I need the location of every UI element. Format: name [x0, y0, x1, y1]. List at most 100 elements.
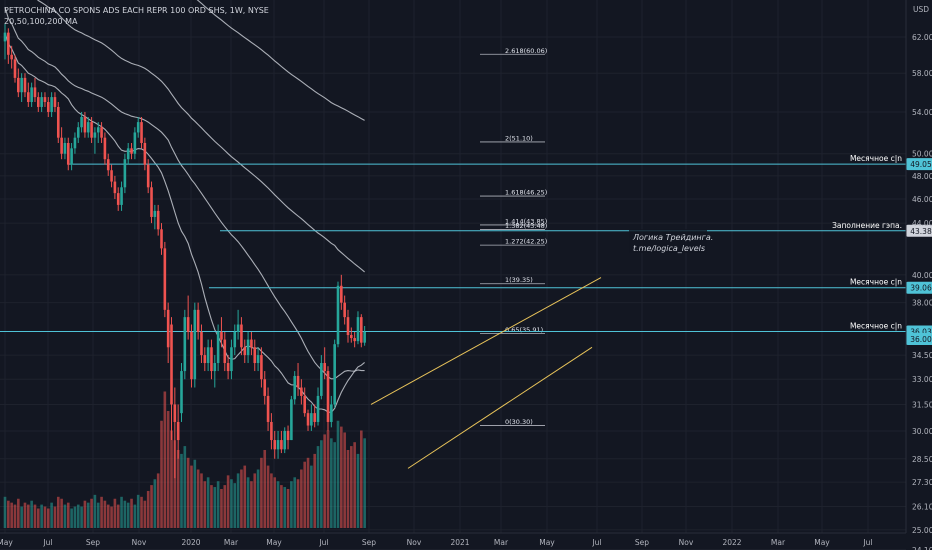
- channel-upper-line[interactable]: [370, 277, 602, 405]
- time-tick-label: Jul: [591, 538, 601, 547]
- candle-body: [363, 332, 366, 343]
- volume-bars: [3, 391, 366, 528]
- price-line-tag-text: 49.05: [910, 160, 932, 169]
- candle-body: [320, 363, 323, 396]
- volume-bar: [160, 420, 163, 528]
- volume-bar: [316, 446, 320, 528]
- candle-body: [113, 181, 117, 194]
- fibonacci-levels: 2.618(60.06) 2(51.10) 1.618(46.25) 1.414(43…: [480, 47, 547, 426]
- volume-bar: [7, 500, 10, 528]
- volume-bar: [216, 481, 220, 528]
- price-tick-label: 62.00: [912, 33, 932, 42]
- volume-bar: [210, 485, 213, 528]
- volume-bar: [256, 469, 260, 528]
- time-tick-label: May: [266, 538, 282, 547]
- fib-level-label: 0.65(35.91): [505, 326, 543, 334]
- candle-body: [353, 338, 356, 342]
- volume-bar: [340, 426, 343, 528]
- currency-label: USD: [913, 5, 929, 14]
- time-tick-label: Sep: [86, 538, 100, 547]
- volume-bar: [103, 500, 107, 528]
- last-price-text: 36.00: [910, 335, 932, 344]
- candle-body: [200, 332, 203, 356]
- volume-bar: [186, 457, 190, 528]
- candle-body: [163, 248, 167, 310]
- volume-bar: [53, 506, 57, 528]
- candle-body: [83, 117, 87, 133]
- volume-bar: [23, 502, 27, 528]
- candle-body: [250, 339, 253, 348]
- volume-bar: [230, 479, 233, 528]
- candle-body: [310, 413, 313, 426]
- volume-bar: [253, 473, 257, 528]
- time-tick-label: Sep: [635, 538, 649, 547]
- candle-body: [360, 317, 363, 343]
- channel-lower-line[interactable]: [407, 346, 593, 469]
- volume-bar: [356, 453, 360, 528]
- candle-body: [220, 332, 223, 340]
- volume-bar: [273, 477, 277, 528]
- volume-bar: [116, 504, 120, 528]
- volume-bar: [270, 473, 273, 528]
- annotation-note[interactable]: Логика Трейдинга. t.me/logica_levels: [629, 229, 713, 253]
- candle-body: [266, 395, 270, 422]
- candle-body: [293, 375, 297, 400]
- volume-bar: [336, 420, 340, 528]
- candle-body: [166, 309, 170, 348]
- candle-body: [140, 122, 143, 143]
- candle-body: [173, 404, 177, 422]
- price-tick-label: 24.10: [912, 546, 932, 550]
- candle-body: [253, 347, 257, 364]
- volume-bar: [140, 496, 143, 528]
- volume-bar: [310, 465, 313, 528]
- volume-bar: [263, 450, 267, 528]
- time-axis[interactable]: May Jul Sep Nov 2020 Mar May Jul Sep Nov 2021 Mar Ma…: [0, 532, 906, 547]
- volume-bar: [3, 496, 7, 528]
- volume-bar: [283, 487, 287, 528]
- fib-level-label: 1.618(46.25): [505, 189, 547, 197]
- volume-bar: [20, 506, 23, 528]
- volume-bar: [333, 442, 336, 528]
- volume-bar: [83, 500, 87, 528]
- volume-bar: [190, 465, 193, 528]
- candle-body: [280, 440, 283, 450]
- volume-bar: [293, 477, 297, 528]
- candle-body: [336, 285, 340, 345]
- candle-body: [126, 148, 130, 160]
- price-axis[interactable]: 62.00 58.00 54.00 50.00 48.00 46.00 44.00 40.00…: [905, 0, 932, 550]
- volume-bar: [166, 411, 170, 528]
- price-line-label: Месячное с|n: [850, 322, 902, 331]
- grid: [0, 0, 906, 550]
- candle-body: [120, 187, 123, 205]
- time-tick-label: Jul: [862, 538, 872, 547]
- volume-bar: [13, 504, 17, 528]
- price-line-label: Месячное с|n: [850, 154, 902, 163]
- candle-body: [156, 210, 160, 230]
- volume-bar: [136, 494, 140, 528]
- candle-body: [10, 54, 13, 60]
- ma-line-200: [196, 0, 365, 121]
- candle-body: [170, 324, 173, 405]
- candle-body: [123, 159, 127, 188]
- volume-bar: [266, 465, 270, 528]
- volume-bar: [200, 473, 203, 528]
- volume-bar: [326, 430, 330, 528]
- candle-body: [27, 92, 30, 103]
- time-tick-label: 2020: [181, 538, 200, 547]
- candle-body: [286, 430, 290, 441]
- volume-bar: [246, 477, 250, 528]
- price-tick-label: 28.50: [912, 455, 932, 464]
- volume-bar: [70, 508, 73, 528]
- candle-body: [226, 363, 230, 372]
- indicator-label[interactable]: 20,50,100,200 MA: [4, 17, 78, 26]
- candle-body: [73, 137, 77, 149]
- candle-body: [256, 355, 260, 364]
- volume-bar: [360, 430, 363, 528]
- volume-bar: [80, 506, 83, 528]
- candle-body: [270, 421, 273, 441]
- volume-bar: [27, 504, 30, 528]
- volume-bar: [106, 504, 110, 528]
- price-line-label: Заполнение гэпа.: [832, 221, 902, 230]
- fib-level-label: 1.414(43.85): [505, 217, 547, 225]
